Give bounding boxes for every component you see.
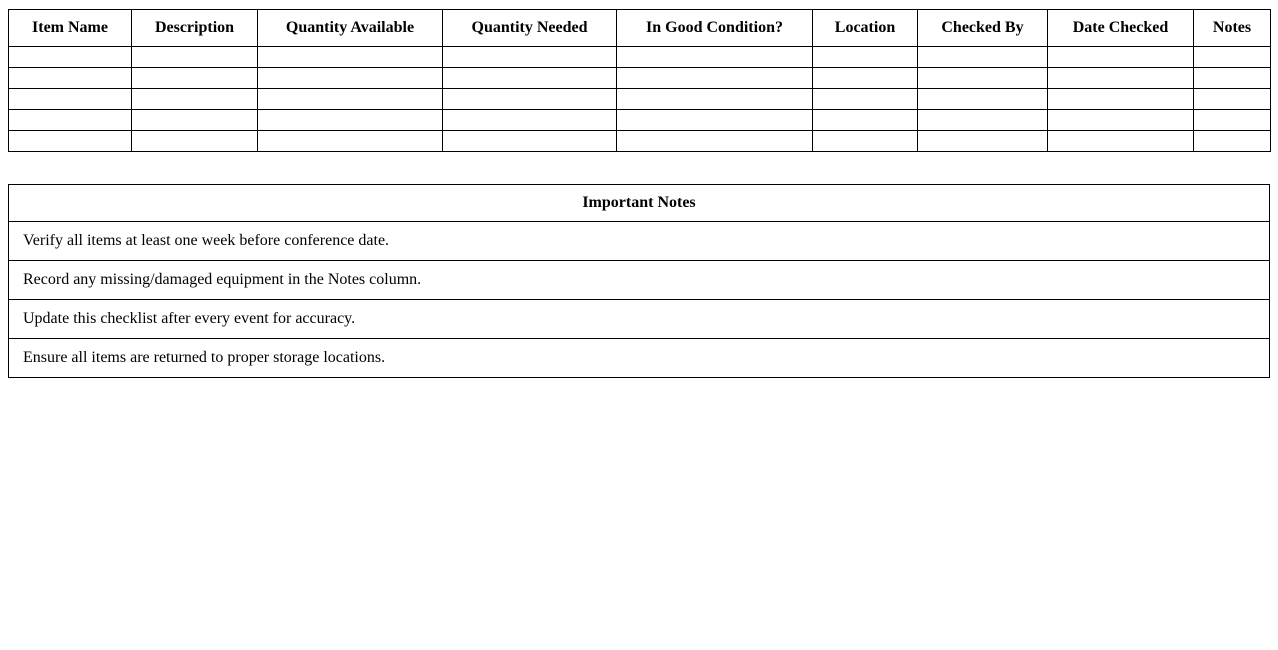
checklist-empty-cell[interactable] <box>616 130 813 152</box>
checklist-header-row: Item Name Description Quantity Available… <box>8 9 1271 47</box>
column-header-location: Location <box>812 9 918 47</box>
checklist-empty-row <box>8 130 1271 152</box>
checklist-empty-cell[interactable] <box>257 109 443 131</box>
note-text: Verify all items at least one week befor… <box>8 221 1270 261</box>
notes-title: Important Notes <box>8 184 1270 222</box>
checklist-empty-cell[interactable] <box>8 109 132 131</box>
checklist-empty-cell[interactable] <box>131 67 258 89</box>
column-header-notes: Notes <box>1193 9 1271 47</box>
checklist-empty-cell[interactable] <box>812 130 918 152</box>
checklist-empty-cell[interactable] <box>1193 109 1271 131</box>
checklist-empty-cell[interactable] <box>917 46 1048 68</box>
checklist-empty-cell[interactable] <box>917 130 1048 152</box>
checklist-empty-cell[interactable] <box>1047 130 1194 152</box>
checklist-empty-cell[interactable] <box>1193 67 1271 89</box>
checklist-empty-cell[interactable] <box>1193 130 1271 152</box>
checklist-empty-row <box>8 88 1271 110</box>
checklist-empty-cell[interactable] <box>616 88 813 110</box>
column-header-in-good-condition: In Good Condition? <box>616 9 813 47</box>
note-text: Record any missing/damaged equipment in … <box>8 260 1270 300</box>
checklist-empty-cell[interactable] <box>257 67 443 89</box>
checklist-empty-cell[interactable] <box>442 67 617 89</box>
checklist-empty-cell[interactable] <box>1047 88 1194 110</box>
checklist-empty-cell[interactable] <box>917 67 1048 89</box>
checklist-empty-cell[interactable] <box>1047 109 1194 131</box>
checklist-empty-cell[interactable] <box>1047 46 1194 68</box>
column-header-quantity-needed: Quantity Needed <box>442 9 617 47</box>
checklist-empty-cell[interactable] <box>131 109 258 131</box>
checklist-empty-cell[interactable] <box>257 130 443 152</box>
checklist-empty-cell[interactable] <box>917 109 1048 131</box>
checklist-empty-cell[interactable] <box>442 109 617 131</box>
checklist-empty-cell[interactable] <box>812 88 918 110</box>
checklist-empty-cell[interactable] <box>1047 67 1194 89</box>
column-header-item-name: Item Name <box>8 9 132 47</box>
notes-header-row: Important Notes <box>8 184 1270 222</box>
checklist-empty-cell[interactable] <box>257 88 443 110</box>
checklist-empty-row <box>8 67 1271 89</box>
note-row: Update this checklist after every event … <box>8 299 1270 339</box>
checklist-empty-cell[interactable] <box>616 109 813 131</box>
column-header-quantity-available: Quantity Available <box>257 9 443 47</box>
checklist-empty-cell[interactable] <box>442 46 617 68</box>
note-row: Verify all items at least one week befor… <box>8 221 1270 261</box>
checklist-empty-cell[interactable] <box>812 109 918 131</box>
checklist-empty-cell[interactable] <box>8 67 132 89</box>
note-text: Ensure all items are returned to proper … <box>8 338 1270 378</box>
checklist-empty-cell[interactable] <box>442 130 617 152</box>
checklist-empty-cell[interactable] <box>257 46 443 68</box>
checklist-empty-cell[interactable] <box>131 88 258 110</box>
column-header-description: Description <box>131 9 258 47</box>
checklist-empty-cell[interactable] <box>1193 46 1271 68</box>
column-header-checked-by: Checked By <box>917 9 1048 47</box>
checklist-empty-row <box>8 109 1271 131</box>
checklist-empty-cell[interactable] <box>131 46 258 68</box>
checklist-empty-cell[interactable] <box>442 88 617 110</box>
checklist-empty-cell[interactable] <box>8 46 132 68</box>
checklist-empty-cell[interactable] <box>616 67 813 89</box>
column-header-date-checked: Date Checked <box>1047 9 1194 47</box>
checklist-empty-cell[interactable] <box>917 88 1048 110</box>
checklist-empty-cell[interactable] <box>8 88 132 110</box>
note-row: Record any missing/damaged equipment in … <box>8 260 1270 300</box>
checklist-empty-row <box>8 46 1271 68</box>
equipment-checklist-table: Item Name Description Quantity Available… <box>8 9 1271 152</box>
note-row: Ensure all items are returned to proper … <box>8 338 1270 378</box>
important-notes-table: Important Notes Verify all items at leas… <box>8 184 1270 378</box>
checklist-empty-cell[interactable] <box>8 130 132 152</box>
checklist-empty-cell[interactable] <box>812 67 918 89</box>
note-text: Update this checklist after every event … <box>8 299 1270 339</box>
checklist-empty-cell[interactable] <box>1193 88 1271 110</box>
checklist-empty-cell[interactable] <box>812 46 918 68</box>
checklist-empty-cell[interactable] <box>616 46 813 68</box>
notes-table-body: Verify all items at least one week befor… <box>8 221 1270 378</box>
checklist-table-body <box>8 46 1271 152</box>
checklist-empty-cell[interactable] <box>131 130 258 152</box>
